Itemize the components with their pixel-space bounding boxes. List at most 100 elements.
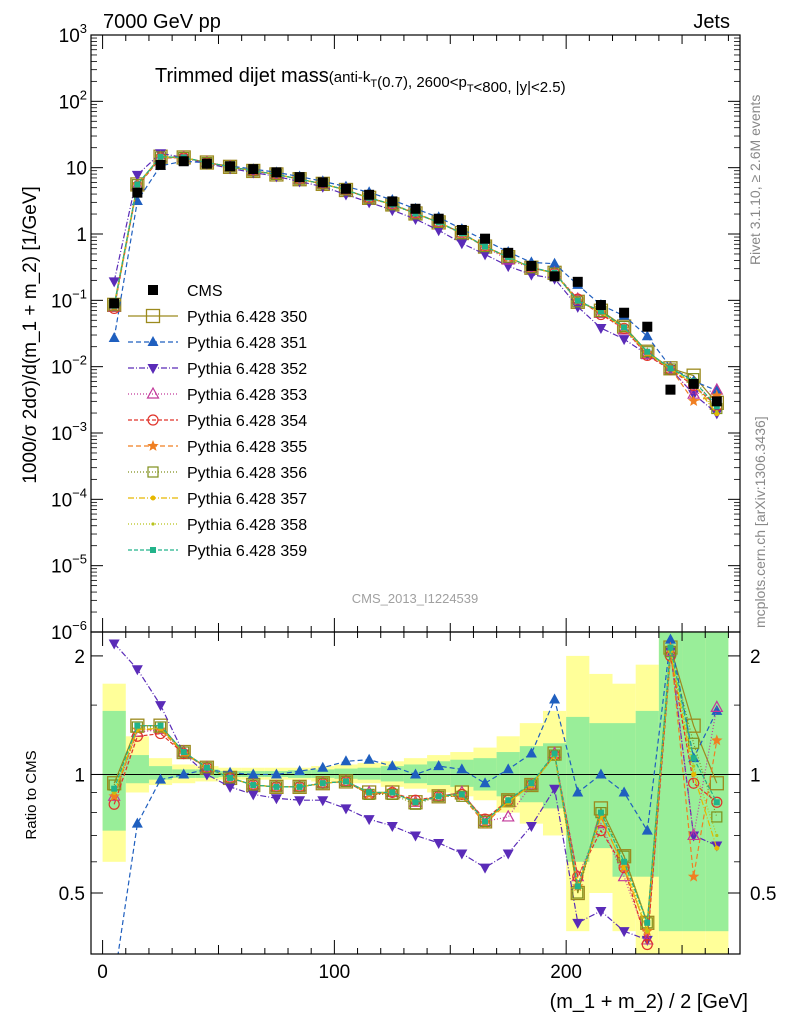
ratio-point-7 (201, 762, 213, 774)
x-axis-label: (m_1 + m_2) / 2 [GeV] (550, 991, 748, 1013)
y-tick-label: 10−1 (51, 286, 87, 312)
y-tick-label: 102 (59, 87, 87, 113)
ratio-tick-label-left: 1 (74, 765, 85, 786)
ratio-band-inner (589, 723, 613, 849)
ratio-point-7 (154, 721, 167, 733)
ratio-point-7 (479, 815, 491, 827)
ratio-point-3 (108, 639, 120, 650)
legend-marker (146, 386, 160, 399)
cms-data-point (271, 167, 282, 178)
legend-entry: Pythia 6.428 353 (128, 386, 307, 404)
ratio-point-3 (224, 782, 236, 793)
series-point-7 (641, 346, 653, 358)
series-point-10 (574, 297, 581, 304)
x-tick-label: 200 (550, 962, 582, 983)
ratio-point-2 (363, 753, 375, 764)
ratio-point-2 (155, 773, 167, 784)
cms-data-point (364, 189, 375, 200)
legend-label: Pythia 6.428 351 (187, 335, 307, 352)
ratio-point-3 (294, 796, 306, 807)
ratio-band-inner (357, 767, 381, 780)
y-tick-label: 1 (76, 225, 87, 246)
ratio-point-2 (711, 704, 723, 715)
legend-marker (147, 364, 159, 374)
ratio-point-2 (410, 768, 421, 779)
legend-marker (147, 336, 159, 346)
legend-marker (147, 466, 159, 478)
legend-entry: Pythia 6.428 350 (128, 308, 307, 326)
legend-marker (145, 308, 161, 324)
side-rivet-label: Rivet 3.1.10, ≥ 2.6M events (747, 95, 763, 265)
ratio-point-3 (247, 790, 259, 801)
ratio-point-2 (572, 786, 584, 797)
ratio-point-3 (479, 863, 491, 874)
legend-entry: Pythia 6.428 354 (128, 413, 307, 430)
ratio-point-10 (505, 797, 512, 804)
ratio-point-2 (178, 768, 190, 779)
series-point-10 (134, 181, 141, 188)
ratio-point-5 (641, 938, 653, 951)
ratio-point-10 (319, 780, 326, 787)
ratio-point-3 (386, 821, 398, 832)
ratio-point-10 (551, 750, 558, 757)
y-tick-label: 10−5 (51, 552, 87, 578)
legend-entry: Pythia 6.428 358 (128, 517, 307, 534)
side-mcplots-label: mcplots.cern.ch [arXiv:1306.3436] (752, 416, 768, 628)
series-point-10 (482, 243, 489, 250)
ratio-point-2 (595, 768, 607, 779)
ratio-point-3 (549, 784, 561, 795)
cms-data-point (132, 187, 143, 198)
header-left-label: 7000 GeV pp (103, 11, 221, 33)
ratio-point-2 (618, 786, 630, 797)
series-point-9 (715, 410, 719, 414)
watermark: CMS_2013_I1224539 (352, 591, 479, 606)
legend-label: Pythia 6.428 353 (187, 387, 307, 404)
cms-data-point (178, 156, 189, 167)
series-point-10 (644, 348, 651, 355)
cms-data-point (225, 161, 236, 172)
ratio-point-1 (709, 776, 724, 791)
series-point-7 (664, 363, 677, 375)
series-point-3 (108, 277, 120, 288)
y-tick-label: 103 (59, 21, 87, 47)
ratio-point-5 (711, 796, 723, 808)
legend-marker (150, 547, 156, 553)
y-tick-label: 10−3 (51, 419, 87, 445)
ratio-point-10 (366, 789, 373, 796)
series-point-3 (502, 262, 514, 273)
ratio-point-9 (692, 764, 696, 768)
ratio-point-9 (715, 833, 719, 838)
ratio-point-3 (270, 794, 282, 805)
cms-data-point (317, 177, 328, 188)
ratio-point-3 (340, 804, 352, 815)
legend-marker (147, 440, 159, 451)
ratio-point-10 (435, 793, 442, 800)
ratio-point-2 (131, 817, 143, 828)
ratio-point-5 (688, 777, 700, 789)
series-point-7 (572, 296, 584, 308)
ratio-point-2 (456, 763, 468, 774)
ratio-point-7 (502, 794, 514, 806)
legend-entry: Pythia 6.428 359 (128, 543, 307, 560)
ratio-point-4 (130, 724, 144, 737)
legend-marker (147, 414, 159, 426)
series-point-2 (641, 330, 653, 341)
ratio-band-inner (125, 755, 149, 784)
ratio-band-inner (635, 710, 659, 877)
ratio-point-2 (479, 777, 491, 788)
cms-data-point (433, 213, 444, 224)
ratio-band-inner (612, 723, 636, 877)
legend-entry: Pythia 6.428 356 (128, 465, 307, 482)
ratio-point-3 (155, 701, 167, 712)
cms-data-point (340, 183, 351, 194)
ratio-band-inner (311, 769, 335, 778)
ratio-point-10 (273, 783, 280, 790)
legend-label: Pythia 6.428 355 (187, 439, 307, 456)
ratio-band-inner (148, 766, 173, 780)
cms-data-point (248, 164, 259, 175)
legend-label: Pythia 6.428 356 (187, 465, 307, 482)
ratio-point-4 (710, 700, 724, 713)
legend-label: Pythia 6.428 358 (187, 517, 307, 534)
